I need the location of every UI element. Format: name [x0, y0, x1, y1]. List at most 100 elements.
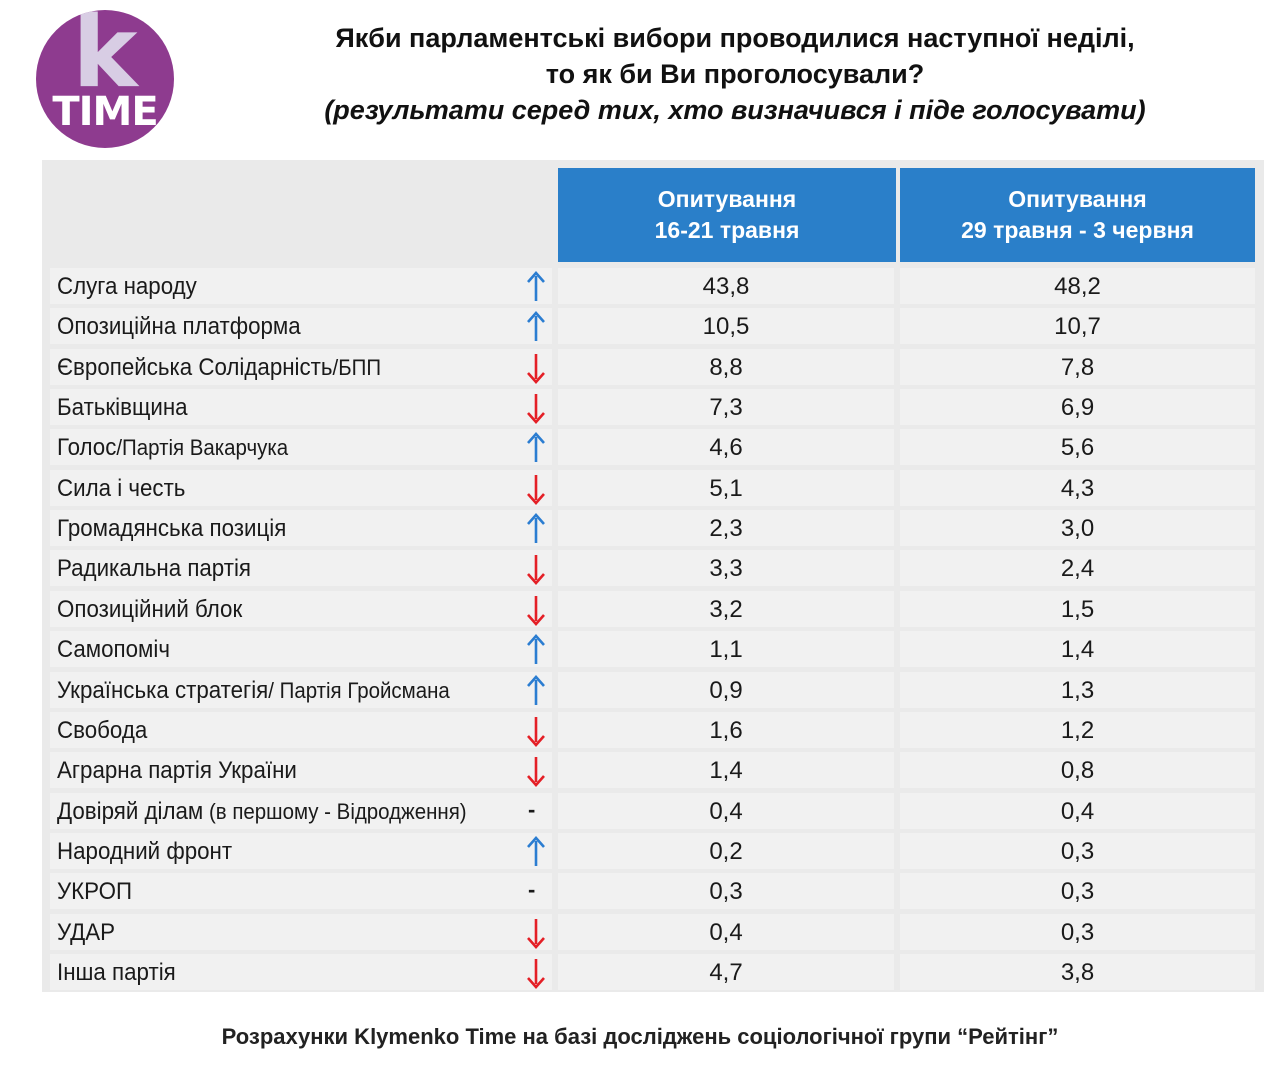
table-cell-bg	[900, 470, 1255, 506]
party-name: УДАР	[57, 914, 115, 950]
table-cell-bg	[50, 470, 552, 506]
title-line-2: то як би Ви проголосували?	[545, 59, 925, 89]
value-poll-1: 0,4	[709, 919, 743, 946]
table-row: Сила і честь 5,1 4,3	[50, 470, 1255, 506]
value-poll-2: 7,8	[1060, 354, 1095, 381]
value-poll-1: 0,9	[709, 677, 743, 704]
party-name: Аграрна партія України	[57, 752, 297, 788]
party-name-main: Радикальна партія	[57, 555, 252, 582]
table-row: Довіряй ділам (в першому - Відродження) -…	[50, 793, 1255, 829]
table-row: Радикальна партія 3,3 2,4	[50, 550, 1255, 586]
table-cell-bg	[50, 308, 552, 344]
table-cell-bg	[50, 389, 552, 425]
party-name-main: Голос	[57, 434, 117, 461]
party-name: Інша партія	[57, 954, 176, 990]
logo-letter: k	[72, 10, 138, 110]
value-poll-2: 10,7	[1054, 313, 1101, 340]
party-name: Слуга народу	[57, 268, 197, 304]
table-row: Опозиційний блок 3,2 1,5	[50, 591, 1255, 627]
table-cell-bg	[50, 833, 552, 869]
value-poll-2: 5,6	[1060, 434, 1095, 461]
column-header-1-line-1: Опитування	[657, 186, 797, 212]
value-poll-1: 2,3	[709, 515, 743, 542]
table-cell-bg	[900, 510, 1255, 546]
party-name: Радикальна партія	[57, 550, 251, 586]
party-name: Самопоміч	[57, 631, 170, 667]
table-row: Свобода 1,6 1,2	[50, 712, 1255, 748]
trend-up-arrow-icon	[527, 836, 545, 866]
chart-title: Якби парламентські вибори проводилися на…	[200, 20, 1270, 128]
table-cell-bg	[558, 591, 894, 627]
table-cell-bg	[50, 510, 552, 546]
table-cell-bg	[900, 752, 1255, 788]
party-name-main: Самопоміч	[57, 636, 170, 663]
table-cell-bg	[50, 873, 552, 909]
table-cell-bg	[558, 308, 894, 344]
table-cell-bg	[50, 752, 552, 788]
column-header-1-line-2: 16-21 травня	[654, 217, 800, 243]
table-cell-bg	[900, 268, 1255, 304]
party-name: Громадянська позиція	[57, 510, 286, 546]
party-name-main: УДАР	[57, 919, 116, 946]
trend-down-arrow-icon	[527, 717, 545, 747]
value-poll-1: 4,6	[709, 434, 743, 461]
table-cell-bg	[558, 470, 894, 506]
table-cell-bg	[900, 389, 1255, 425]
value-poll-1: 7,3	[709, 394, 743, 421]
party-name: Опозиційна платформа	[57, 308, 301, 344]
table-cell-bg	[900, 873, 1255, 909]
value-poll-1: 43,8	[702, 273, 750, 300]
party-name-main: Українська стратегія	[57, 677, 269, 704]
party-name-main: Опозиційна платформа	[57, 313, 301, 340]
table-cell-bg	[558, 510, 894, 546]
value-poll-2: 0,3	[1060, 919, 1095, 946]
table-row: Інша партія 4,7 3,8	[50, 954, 1255, 990]
party-name-main: Свобода	[57, 717, 148, 744]
table-row: Європейська Солідарність/БПП 8,8 7,8	[50, 349, 1255, 385]
table-cell-bg	[50, 268, 552, 304]
party-name-main: УКРОП	[57, 878, 132, 905]
logo: k TIME	[36, 10, 174, 148]
column-header-2-line-1: Опитування	[1008, 186, 1147, 212]
table-cell-bg	[558, 954, 894, 990]
trend-up-arrow-icon	[527, 311, 545, 341]
table-cell-bg	[558, 914, 894, 950]
trend-down-arrow-icon	[527, 555, 545, 585]
value-poll-1: 3,3	[709, 555, 743, 582]
party-name-main: Опозиційний блок	[57, 596, 243, 623]
party-name-main: Європейська Солідарність	[57, 354, 333, 381]
table-cell-bg	[900, 712, 1255, 748]
trend-up-arrow-icon	[527, 634, 545, 664]
table-cell-bg	[50, 954, 552, 990]
value-poll-2: 2,4	[1060, 555, 1095, 582]
trend-up-arrow-icon	[527, 432, 545, 462]
table-cell-bg	[50, 914, 552, 950]
table-row: Голос/Партія Вакарчука 4,6 5,6	[50, 429, 1255, 465]
trend-up-arrow-icon	[527, 513, 545, 543]
trend-down-arrow-icon	[527, 475, 545, 505]
table-cell-bg	[558, 672, 894, 708]
party-name: Сила і честь	[57, 470, 185, 506]
table-row: Опозиційна платформа 10,5 10,7	[50, 308, 1255, 344]
party-name-main: Інша партія	[57, 959, 176, 986]
party-name-main: Слуга народу	[57, 273, 197, 300]
value-poll-2: 1,4	[1060, 636, 1095, 663]
party-name: Опозиційний блок	[57, 591, 242, 627]
party-name-main: Аграрна партія України	[57, 757, 297, 784]
table-cell-bg	[900, 954, 1255, 990]
logo-word: TIME	[52, 89, 158, 135]
party-name: Батьківщина	[57, 389, 188, 425]
table-row: Батьківщина 7,3 6,9	[50, 389, 1255, 425]
footer-source: Розрахунки Klymenko Time на базі дослідж…	[221, 1024, 1059, 1049]
value-poll-1: 1,6	[709, 717, 743, 744]
trend-down-arrow-icon	[527, 354, 545, 384]
trend-up-arrow-icon	[527, 675, 545, 705]
table-cell-bg	[558, 389, 894, 425]
value-poll-1: 4,7	[709, 959, 743, 986]
table-cell-bg	[558, 873, 894, 909]
table-cell-bg	[558, 550, 894, 586]
value-poll-2: 3,0	[1060, 515, 1095, 542]
party-name: Свобода	[57, 712, 147, 748]
trend-down-arrow-icon	[527, 919, 545, 949]
table-cell-bg	[558, 752, 894, 788]
